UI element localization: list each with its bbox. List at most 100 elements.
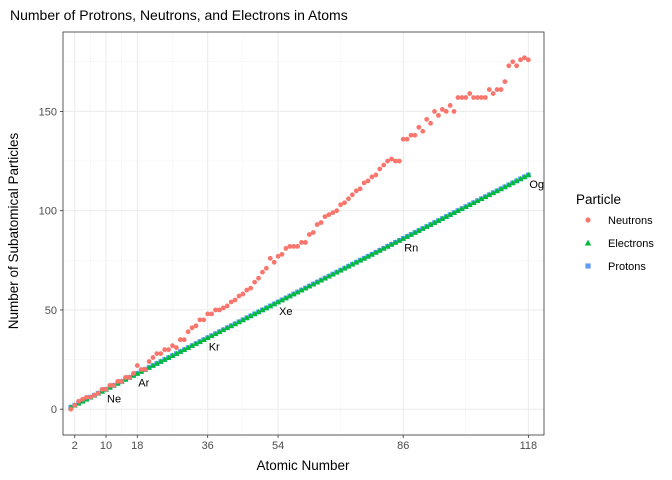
neutron-point <box>518 57 523 63</box>
neutron-point <box>396 158 402 164</box>
neutron-point <box>224 303 230 309</box>
electron-point <box>361 255 368 261</box>
electron-point <box>372 249 379 255</box>
neutron-point <box>166 347 171 353</box>
neutron-point <box>314 222 320 227</box>
neutron-point <box>185 329 191 335</box>
neutron-point <box>475 95 480 100</box>
data-points <box>67 55 532 412</box>
neutron-point <box>99 386 105 392</box>
electron-point <box>513 177 520 184</box>
electron-point <box>345 263 352 269</box>
electron-point <box>411 229 418 235</box>
neutron-point <box>84 394 89 400</box>
neutron-point <box>193 323 199 329</box>
x-tick-label: 54 <box>272 440 284 452</box>
chart-title: Number of Protrons, Neutrons, and Electr… <box>10 7 348 23</box>
neutron-point <box>130 371 136 376</box>
electron-point <box>278 297 285 303</box>
neutron-point <box>263 265 269 271</box>
neutron-point <box>123 375 128 380</box>
x-tick-label: 118 <box>520 440 538 452</box>
electron-point <box>415 227 422 233</box>
neutron-point <box>439 107 445 112</box>
x-tick-label: 18 <box>131 440 143 452</box>
neutron-point <box>412 132 418 138</box>
neutron-point <box>115 378 121 384</box>
neutron-point <box>217 307 222 313</box>
neutron-point <box>443 109 449 114</box>
electron-point <box>357 257 364 263</box>
neutron-point <box>68 406 74 412</box>
y-tick-label: 150 <box>39 106 57 118</box>
electron-point <box>322 275 329 281</box>
electron-point <box>306 283 313 289</box>
neutron-point <box>479 95 484 100</box>
electron-point <box>329 271 336 277</box>
element-annotation: Ar <box>138 377 149 389</box>
electron-point <box>404 233 411 239</box>
electrons-legend-key <box>584 239 592 246</box>
neutron-point <box>295 244 301 249</box>
neutron-point <box>467 91 473 96</box>
neutron-point <box>283 245 289 251</box>
neutron-point <box>506 63 512 69</box>
y-axis-title: Number of Subatomical Particles <box>6 132 21 329</box>
neutron-point <box>432 109 437 114</box>
neutron-point <box>494 87 500 92</box>
electron-point <box>243 314 250 321</box>
electron-point <box>310 281 317 287</box>
y-tick-label: 50 <box>45 305 57 317</box>
neutron-point <box>369 174 375 180</box>
neutron-point <box>72 402 78 408</box>
neutron-point <box>213 307 218 313</box>
electron-point <box>290 291 297 297</box>
electron-point <box>259 306 266 313</box>
electron-point <box>505 181 512 188</box>
electron-point <box>384 243 391 249</box>
neutron-point <box>80 396 85 402</box>
neutron-point <box>392 158 398 164</box>
electron-point <box>173 350 180 356</box>
neutron-point <box>134 363 140 368</box>
x-tick-label: 36 <box>202 440 214 452</box>
electron-point <box>333 269 340 275</box>
electron-point <box>149 362 156 368</box>
legend-label: Electrons <box>608 238 654 250</box>
electron-point <box>220 326 227 333</box>
electron-point <box>400 235 407 241</box>
electron-point <box>267 302 274 309</box>
electron-point <box>478 195 485 202</box>
x-tick-label: 86 <box>397 440 409 452</box>
electron-point <box>185 344 192 350</box>
neutron-point <box>400 136 406 142</box>
neutron-point <box>510 59 516 65</box>
neutron-point <box>463 95 469 100</box>
electron-point <box>282 295 289 301</box>
neutron-point <box>486 87 492 92</box>
neutron-point <box>381 162 387 168</box>
neutron-point <box>349 192 355 198</box>
neutron-point <box>428 120 433 126</box>
neutron-point <box>451 109 457 114</box>
x-tick-label: 10 <box>100 440 112 452</box>
electron-point <box>388 241 395 247</box>
electron-point <box>368 251 375 257</box>
neutron-point <box>361 180 367 186</box>
electron-point <box>271 300 278 307</box>
electron-point <box>521 173 528 180</box>
electron-point <box>376 247 383 253</box>
electron-point <box>365 253 372 259</box>
neutron-point <box>522 55 527 61</box>
electron-point <box>181 346 188 352</box>
neutron-point <box>127 375 132 380</box>
electron-point <box>169 352 176 358</box>
electron-point <box>161 356 168 362</box>
neutron-point <box>365 178 371 184</box>
electron-point <box>208 332 215 338</box>
legend-label: Protons <box>608 261 646 273</box>
neutron-point <box>436 112 441 118</box>
neutron-point <box>326 212 332 218</box>
